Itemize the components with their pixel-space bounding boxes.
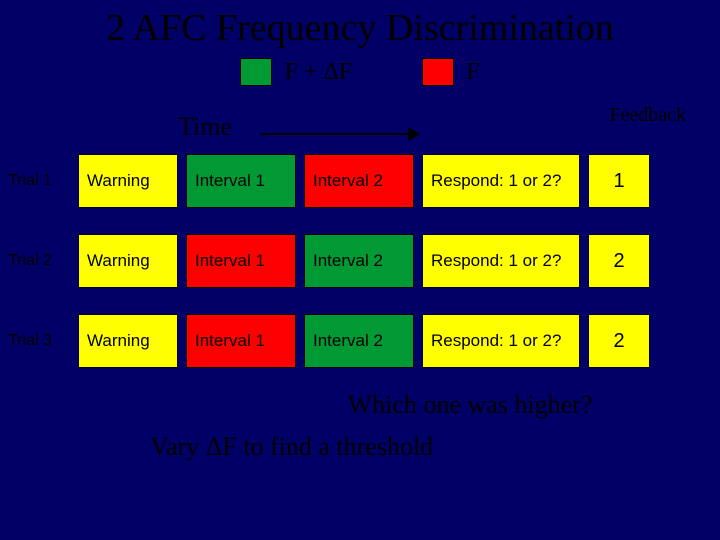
interval1-cell: Interval 1 [186, 154, 296, 208]
trial-label: Trial 3 [0, 314, 78, 368]
legend: F + ΔF F [0, 58, 720, 86]
time-label: Time [178, 112, 232, 142]
trial-row: Trial 1 Warning Interval 1 Interval 2 Re… [0, 154, 720, 208]
feedback-cell: 1 [588, 154, 650, 208]
trial-grid: Trial 1 Warning Interval 1 Interval 2 Re… [0, 154, 720, 368]
interval2-cell: Interval 2 [304, 154, 414, 208]
interval2-cell: Interval 2 [304, 314, 414, 368]
legend-left-label: F + ΔF [284, 59, 352, 86]
legend-right-swatch [422, 58, 454, 86]
bottom-text: Vary ΔF to find a threshold [0, 432, 720, 462]
interval1-cell: Interval 1 [186, 234, 296, 288]
legend-right: F [422, 58, 479, 86]
page-title: 2 AFC Frequency Discrimination [0, 0, 720, 54]
question-text: Which one was higher? [0, 390, 720, 420]
legend-left: F + ΔF [240, 58, 352, 86]
interval2-cell: Interval 2 [304, 234, 414, 288]
legend-right-label: F [466, 59, 479, 86]
feedback-label: Feedback [609, 104, 686, 127]
warning-cell: Warning [78, 314, 178, 368]
respond-cell: Respond: 1 or 2? [422, 314, 580, 368]
warning-cell: Warning [78, 154, 178, 208]
legend-left-swatch [240, 58, 272, 86]
time-row: Time Feedback [0, 94, 720, 150]
feedback-cell: 2 [588, 234, 650, 288]
feedback-cell: 2 [588, 314, 650, 368]
interval1-cell: Interval 1 [186, 314, 296, 368]
respond-cell: Respond: 1 or 2? [422, 154, 580, 208]
trial-label: Trial 1 [0, 154, 78, 208]
trial-label: Trial 2 [0, 234, 78, 288]
time-arrow-icon [260, 124, 420, 144]
respond-cell: Respond: 1 or 2? [422, 234, 580, 288]
warning-cell: Warning [78, 234, 178, 288]
trial-row: Trial 3 Warning Interval 1 Interval 2 Re… [0, 314, 720, 368]
trial-row: Trial 2 Warning Interval 1 Interval 2 Re… [0, 234, 720, 288]
